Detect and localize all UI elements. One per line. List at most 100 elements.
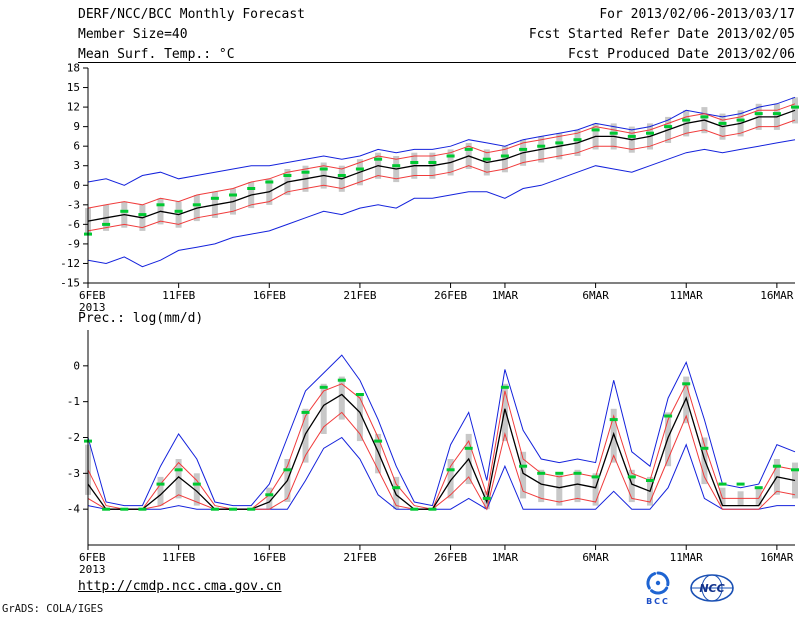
series-ensemble-max xyxy=(87,354,796,507)
ensemble-median-dash xyxy=(120,209,129,213)
series-upper-quartile xyxy=(87,382,796,510)
ensemble-median-dash xyxy=(138,507,147,511)
ensemble-median-dash xyxy=(682,118,691,122)
ensemble-spread-bar xyxy=(755,487,762,506)
series-ensemble-mean xyxy=(87,109,796,222)
grads-credit: GrADS: COLA/IGES xyxy=(2,603,104,615)
ensemble-median-dash xyxy=(283,468,292,472)
page-title: DERF/NCC/BCC Monthly Forecast xyxy=(78,7,305,22)
ensemble-median-dash xyxy=(410,161,419,164)
ensemble-median-dash xyxy=(609,131,618,135)
ensemble-spread-bar xyxy=(302,408,309,463)
y-tick-label: -12 xyxy=(60,257,80,270)
ensemble-spread-bar xyxy=(592,473,599,506)
y-tick-label: -4 xyxy=(67,503,81,516)
ensemble-median-dash xyxy=(646,479,654,482)
ensemble-spread-bar xyxy=(538,469,545,503)
ensemble-spread-bar xyxy=(719,487,726,506)
ensemble-median-dash xyxy=(772,464,781,468)
y-tick-label: 15 xyxy=(67,81,80,94)
ensemble-spread-bar xyxy=(574,469,581,503)
ensemble-median-dash xyxy=(102,222,111,226)
ensemble-median-dash xyxy=(355,393,364,396)
ensemble-median-dash xyxy=(337,174,346,177)
series-ensemble-mean xyxy=(87,393,796,510)
header-divider xyxy=(78,62,796,63)
ensemble-median-dash xyxy=(210,196,219,200)
y-tick-label: 12 xyxy=(67,101,80,114)
ensemble-median-dash xyxy=(337,378,346,382)
y-tick-label: 6 xyxy=(73,140,80,153)
y-tick-label: 18 xyxy=(67,62,80,75)
y-tick-label: -1 xyxy=(67,395,80,408)
ensemble-median-dash xyxy=(591,475,600,479)
y-tick-label: -3 xyxy=(67,467,80,480)
ensemble-median-dash xyxy=(355,167,364,171)
ensemble-median-dash xyxy=(555,471,564,475)
ensemble-median-dash xyxy=(120,507,129,511)
ensemble-median-dash xyxy=(428,161,437,164)
fcst-start-date-label: Fcst Started Refer Date 2013/02/05 xyxy=(528,27,795,42)
ncc-logo: NCC xyxy=(688,573,736,603)
ensemble-median-dash xyxy=(627,475,636,479)
ensemble-median-dash xyxy=(374,439,383,443)
x-tick-label: 21FEB xyxy=(343,551,376,564)
ensemble-median-dash xyxy=(247,507,256,511)
x-tick-label: 16FEB xyxy=(253,289,286,302)
x-tick-label: 11FEB xyxy=(162,289,195,302)
ensemble-median-dash xyxy=(682,382,691,386)
ensemble-median-dash xyxy=(700,446,709,450)
y-tick-label: 3 xyxy=(73,159,80,172)
ensemble-median-dash xyxy=(392,164,401,168)
x-tick-label: 16FEB xyxy=(253,551,286,564)
ensemble-median-dash xyxy=(464,147,473,151)
y-tick-label: -2 xyxy=(67,431,80,444)
bcc-logo: BCC xyxy=(641,570,675,606)
ensemble-median-dash xyxy=(138,213,147,217)
x-tick-label: 16MAR xyxy=(760,551,793,564)
precip-chart-title: Prec.: log(mm/d) xyxy=(78,311,204,326)
ensemble-spread-bar xyxy=(356,394,363,442)
ncc-logo-label: NCC xyxy=(699,582,724,595)
ensemble-median-dash xyxy=(664,414,673,418)
series-ensemble-max xyxy=(87,96,796,186)
y-tick-label: 9 xyxy=(73,120,80,133)
footer-url-link[interactable]: http://cmdp.ncc.cma.gov.cn xyxy=(78,579,282,594)
ensemble-median-dash xyxy=(791,468,799,472)
x-tick-label: 6MAR xyxy=(582,289,609,302)
temp-chart-title: Mean Surf. Temp.: °C xyxy=(78,47,235,62)
ensemble-median-dash xyxy=(700,115,709,119)
x-tick-label: 11MAR xyxy=(670,551,703,564)
forecast-range-label: For 2013/02/06-2013/03/17 xyxy=(599,7,795,22)
ensemble-median-dash xyxy=(718,121,727,125)
ensemble-median-dash xyxy=(192,482,201,486)
ensemble-spread-bar xyxy=(628,469,635,503)
ensemble-median-dash xyxy=(210,507,219,511)
series-lower-quartile xyxy=(87,411,796,511)
ensemble-median-dash xyxy=(736,482,745,486)
y-tick-label: 0 xyxy=(73,359,80,372)
ensemble-median-dash xyxy=(156,482,165,486)
ensemble-median-dash xyxy=(229,507,237,511)
ensemble-spread-bar xyxy=(157,476,164,506)
x-tick-label: 11FEB xyxy=(162,551,195,564)
ensemble-spread-bar xyxy=(266,487,273,510)
ensemble-median-dash xyxy=(519,464,528,468)
x-tick-label: 6MAR xyxy=(582,551,609,564)
ensemble-median-dash xyxy=(283,174,292,177)
ensemble-median-dash xyxy=(446,468,455,472)
ensemble-median-dash xyxy=(482,157,491,161)
ensemble-median-dash xyxy=(410,507,419,511)
ensemble-median-dash xyxy=(555,141,564,145)
ncc-globe-icon: NCC xyxy=(690,574,734,602)
series-lower-quartile xyxy=(87,119,796,232)
ensemble-spread-bar xyxy=(792,462,798,499)
ensemble-median-dash xyxy=(537,471,546,475)
ensemble-median-dash xyxy=(646,131,654,135)
ensemble-spread-bar xyxy=(338,376,345,420)
ensemble-median-dash xyxy=(537,144,546,148)
ensemble-median-dash xyxy=(791,105,799,109)
ensemble-spread-bar xyxy=(520,451,527,499)
x-tick-label: 6FEB xyxy=(79,551,106,564)
